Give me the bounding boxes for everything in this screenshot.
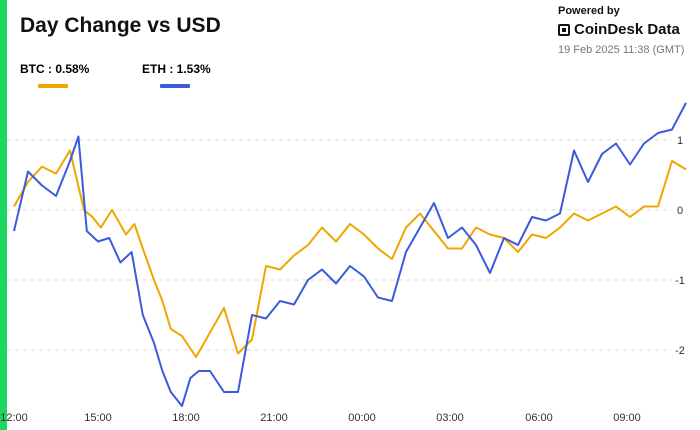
y-tick-label: 1 xyxy=(677,135,683,147)
x-tick-label: 15:00 xyxy=(84,412,112,424)
legend-btc-swatch xyxy=(38,84,68,88)
timestamp: 19 Feb 2025 11:38 (GMT) xyxy=(558,44,685,56)
powered-by-label: Powered by xyxy=(558,5,620,17)
y-tick-label: -2 xyxy=(675,345,685,357)
y-tick-label: 0 xyxy=(677,205,683,217)
coindesk-logo-icon xyxy=(558,23,570,36)
legend-eth-label: ETH : 1.53% xyxy=(142,62,211,76)
x-tick-label: 18:00 xyxy=(172,412,200,424)
y-tick-label: -1 xyxy=(675,275,685,287)
x-tick-label: 12:00 xyxy=(0,412,28,424)
legend-btc-label: BTC : 0.58% xyxy=(20,62,90,76)
x-tick-label: 03:00 xyxy=(436,412,464,424)
brand-name: CoinDesk Data xyxy=(574,21,680,38)
series-line-btc xyxy=(13,149,687,358)
x-tick-label: 06:00 xyxy=(525,412,553,424)
legend-eth-swatch xyxy=(160,84,190,88)
legend-eth[interactable]: ETH : 1.53% xyxy=(142,62,211,76)
series-line-eth xyxy=(13,102,687,407)
chart-title: Day Change vs USD xyxy=(20,14,221,37)
accent-bar xyxy=(0,0,7,430)
x-tick-label: 21:00 xyxy=(260,412,288,424)
x-tick-label: 09:00 xyxy=(613,412,641,424)
brand-logo[interactable]: CoinDesk Data xyxy=(558,21,680,38)
x-tick-label: 00:00 xyxy=(348,412,376,424)
legend-btc[interactable]: BTC : 0.58% xyxy=(20,62,89,76)
